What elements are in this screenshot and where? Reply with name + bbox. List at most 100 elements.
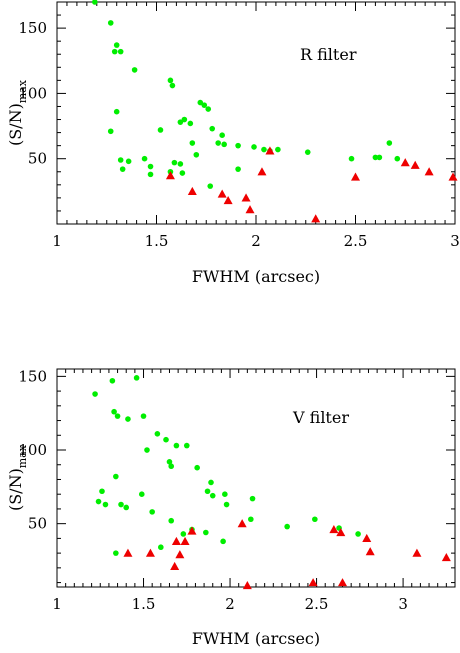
y-tick-label: 100 bbox=[18, 441, 47, 459]
data-point-circle bbox=[99, 488, 105, 495]
data-point-circle bbox=[158, 544, 164, 551]
data-point-triangle bbox=[165, 171, 175, 180]
data-point-circle bbox=[180, 531, 187, 537]
data-point-circle bbox=[386, 140, 393, 146]
data-point-circle bbox=[113, 108, 120, 115]
data-point-triangle bbox=[329, 525, 339, 534]
data-point-triangle bbox=[265, 146, 275, 155]
data-point-circle bbox=[111, 408, 117, 415]
data-point-circle bbox=[194, 464, 200, 471]
data-point-circle bbox=[248, 516, 254, 523]
x-tick-label: 1 bbox=[52, 232, 62, 250]
data-point-circle bbox=[183, 442, 190, 449]
data-point-circle bbox=[235, 142, 241, 149]
data-point-circle bbox=[312, 516, 318, 523]
data-point-triangle bbox=[187, 186, 197, 195]
data-point-triangle bbox=[171, 536, 181, 545]
filter-label-r: R filter bbox=[300, 45, 357, 64]
data-point-circle bbox=[118, 501, 124, 508]
data-point-circle bbox=[117, 157, 124, 163]
data-point-circle bbox=[149, 509, 155, 515]
x-tick-label: 1.5 bbox=[145, 232, 169, 250]
data-point-triangle bbox=[175, 550, 185, 559]
x-tick-label: 3 bbox=[398, 595, 408, 613]
x-tick-label: 2.5 bbox=[305, 595, 329, 613]
data-point-circle bbox=[204, 488, 211, 495]
data-point-circle bbox=[111, 48, 118, 55]
data-point-circle bbox=[261, 146, 267, 153]
data-point-circle bbox=[114, 413, 121, 419]
data-point-circle bbox=[141, 155, 148, 162]
data-point-circle bbox=[221, 141, 227, 148]
data-point-circle bbox=[223, 501, 230, 508]
data-point-circle bbox=[193, 151, 200, 158]
data-point-circle bbox=[173, 442, 180, 449]
x-axis-title: FWHM (arcsec) bbox=[192, 267, 320, 286]
data-point-triangle bbox=[311, 214, 321, 223]
data-point-triangle bbox=[242, 581, 252, 590]
filter-label-v: V filter bbox=[292, 408, 349, 427]
y-tick-label: 150 bbox=[18, 367, 47, 385]
x-tick-label: 2 bbox=[251, 232, 261, 250]
x-axis-title: FWHM (arcsec) bbox=[192, 629, 320, 648]
data-point-circle bbox=[113, 473, 119, 480]
data-point-triangle bbox=[223, 195, 233, 205]
data-point-triangle bbox=[400, 158, 410, 167]
data-point-circle bbox=[394, 155, 401, 162]
data-point-circle bbox=[131, 67, 138, 73]
data-point-circle bbox=[209, 125, 216, 132]
data-point-circle bbox=[92, 391, 98, 397]
data-point-circle bbox=[376, 154, 383, 161]
data-point-circle bbox=[372, 154, 379, 161]
data-point-triangle bbox=[187, 526, 197, 535]
x-tick-label: 1 bbox=[52, 595, 62, 613]
data-point-circle bbox=[215, 140, 221, 146]
data-point-triangle bbox=[180, 536, 190, 545]
data-point-circle bbox=[197, 99, 204, 106]
data-point-circle bbox=[220, 538, 226, 545]
data-point-circle bbox=[107, 20, 114, 26]
data-point-circle bbox=[177, 119, 184, 125]
data-point-triangle bbox=[351, 172, 360, 181]
data-point-triangle bbox=[338, 578, 348, 587]
data-point-triangle bbox=[257, 167, 267, 176]
data-point-circle bbox=[284, 523, 290, 530]
data-point-triangle bbox=[170, 561, 180, 570]
data-point-circle bbox=[235, 166, 241, 172]
data-point-circle bbox=[171, 159, 178, 166]
data-point-circle bbox=[304, 149, 311, 155]
y-axis-title: (S/N)max bbox=[6, 79, 29, 146]
data-point-triangle bbox=[441, 553, 451, 562]
data-point-circle bbox=[95, 498, 102, 505]
data-point-circle bbox=[222, 491, 228, 498]
data-point-triangle bbox=[424, 167, 434, 176]
y-tick-label: 100 bbox=[18, 84, 47, 102]
y-axis-title: (S/N)max bbox=[6, 444, 29, 511]
y-tick-label: 50 bbox=[28, 515, 47, 533]
data-point-circle bbox=[154, 431, 161, 437]
data-point-circle bbox=[133, 375, 140, 381]
data-point-triangle bbox=[245, 205, 255, 214]
data-point-circle bbox=[207, 183, 214, 189]
data-point-triangle bbox=[448, 172, 458, 181]
data-point-circle bbox=[187, 120, 194, 127]
data-point-circle bbox=[144, 447, 150, 453]
x-tick-label: 2.5 bbox=[344, 232, 368, 250]
data-point-circle bbox=[355, 531, 361, 537]
data-point-circle bbox=[348, 155, 355, 162]
data-point-circle bbox=[109, 377, 116, 384]
data-point-triangle bbox=[123, 548, 133, 557]
data-point-triangle bbox=[145, 548, 155, 557]
y-tick-label: 150 bbox=[18, 19, 47, 37]
data-point-circle bbox=[147, 163, 154, 170]
data-point-circle bbox=[117, 48, 124, 55]
data-point-circle bbox=[138, 491, 145, 498]
data-point-circle bbox=[92, 0, 98, 5]
data-point-circle bbox=[275, 146, 281, 153]
data-point-circle bbox=[203, 529, 209, 536]
data-point-circle bbox=[113, 42, 120, 48]
data-point-triangle bbox=[362, 533, 372, 542]
data-point-circle bbox=[209, 492, 216, 499]
data-point-circle bbox=[113, 550, 119, 556]
